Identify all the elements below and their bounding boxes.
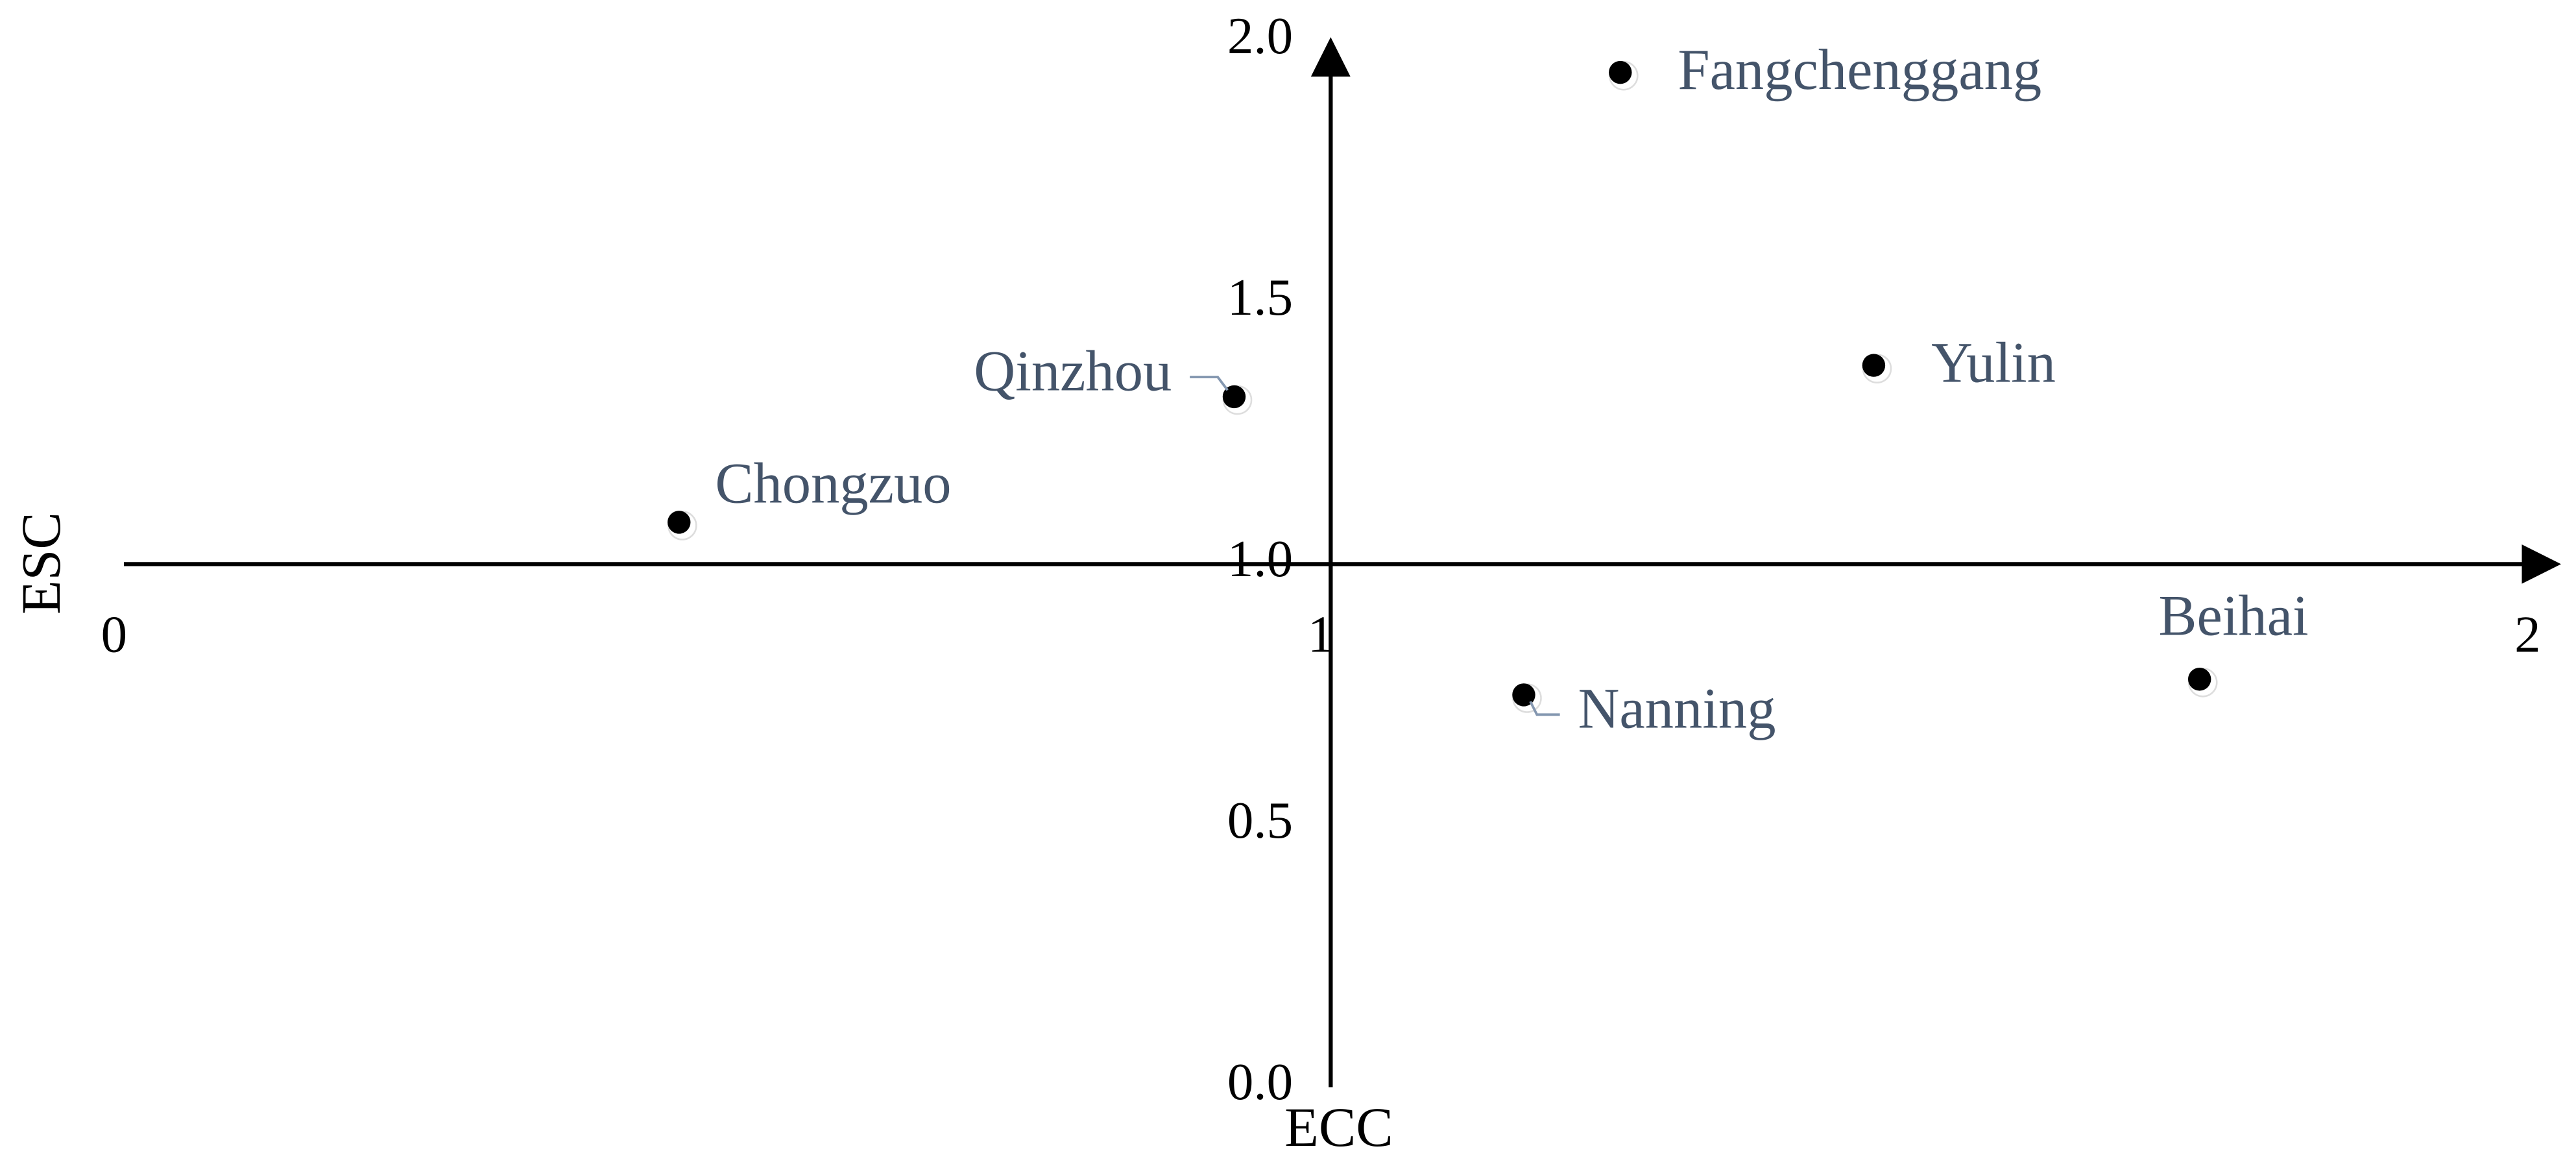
x-axis-label: ECC xyxy=(1284,1096,1393,1158)
x-tick-label: 2 xyxy=(2514,605,2541,663)
leader-line xyxy=(1190,376,1229,391)
y-axis-label: ESC xyxy=(10,512,72,614)
y-tick-label: 2.0 xyxy=(1227,6,1293,65)
point xyxy=(1609,60,1632,84)
y-tick-label: 1.0 xyxy=(1227,529,1293,588)
point xyxy=(1222,385,1246,409)
point-label: Nanning xyxy=(1578,677,1776,741)
x-tick-label: 1 xyxy=(1308,605,1334,663)
point-label: Fangchenggang xyxy=(1678,38,2041,102)
leader-line xyxy=(1529,701,1560,716)
point xyxy=(1862,354,1886,377)
point-label: Qinzhou xyxy=(974,339,1172,403)
x-tick-label: 0 xyxy=(101,605,128,663)
y-tick-label: 1.5 xyxy=(1227,268,1293,326)
point xyxy=(1512,683,1535,707)
y-tick-label: 0.0 xyxy=(1227,1052,1293,1111)
point-label: Yulin xyxy=(1931,331,2056,395)
y-tick-label: 0.5 xyxy=(1227,791,1293,849)
point xyxy=(668,511,691,534)
point-label: Beihai xyxy=(2158,584,2308,648)
point xyxy=(2187,668,2211,691)
point-label: Chongzuo xyxy=(715,452,951,516)
